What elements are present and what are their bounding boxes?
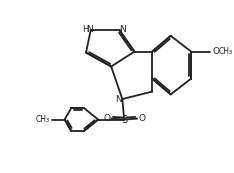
Text: H: H <box>82 25 88 34</box>
Text: CH₃: CH₃ <box>36 115 50 124</box>
Text: O: O <box>212 47 219 56</box>
Text: N: N <box>86 25 93 34</box>
Text: N: N <box>115 95 122 104</box>
Text: CH₃: CH₃ <box>219 47 233 56</box>
Text: S: S <box>121 115 127 125</box>
Text: O: O <box>138 114 145 123</box>
Text: O: O <box>103 114 110 123</box>
Text: N: N <box>119 25 126 34</box>
